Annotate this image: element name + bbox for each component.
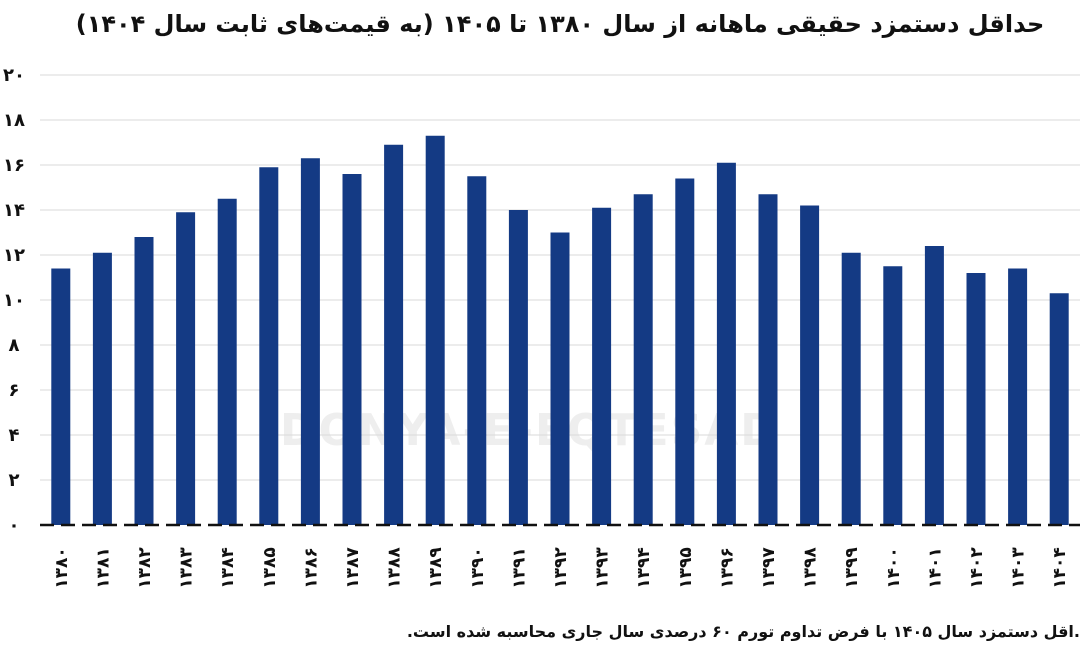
x-tick-label: ۱۳۸۸ [385, 547, 405, 589]
chart-footnote: .اقل دستمزد سال ۱۴۰۵ با فرض تداوم تورم ۶… [406, 622, 1080, 641]
y-tick-label: ۴ [9, 425, 20, 446]
bar [966, 273, 986, 525]
x-tick-label: ۱۳۸۰ [52, 547, 72, 589]
x-tick-label: ۱۳۸۲ [135, 547, 155, 589]
x-tick-label: ۱۳۹۲ [551, 547, 571, 589]
x-tick-label: ۱۳۸۹ [426, 547, 446, 589]
bar [51, 268, 71, 525]
bar [467, 176, 487, 525]
bar [841, 252, 861, 525]
bar [425, 135, 445, 525]
chart-title: حداقل دستمزد حقیقی ماهانه از سال ۱۳۸۰ تا… [75, 10, 1045, 38]
x-tick-label: ۱۴۰۱ [925, 547, 945, 589]
x-tick-label: ۱۳۸۶ [301, 547, 321, 589]
y-tick-label: ۸ [9, 335, 20, 356]
y-tick-label: ۲ [9, 470, 20, 491]
bar [592, 207, 612, 525]
bar [384, 144, 404, 525]
bar [800, 205, 820, 525]
y-tick-label: ۱۰ [3, 290, 25, 311]
bar [508, 210, 528, 525]
x-tick-label: ۱۳۹۵ [676, 547, 696, 589]
bar [217, 198, 237, 525]
bar [92, 252, 112, 525]
bar [342, 174, 362, 525]
bar [176, 212, 196, 525]
x-tick-label: ۱۳۹۰ [468, 547, 488, 589]
x-tick-label: ۱۳۹۷ [759, 547, 779, 589]
x-tick-label: ۱۳۹۹ [842, 547, 862, 589]
bar [134, 237, 154, 525]
x-tick-label: ۱۴۰۴ [1050, 547, 1070, 589]
bar [883, 266, 903, 525]
x-tick-label: ۱۳۸۷ [343, 547, 363, 589]
x-tick-label: ۱۳۹۴ [634, 547, 654, 589]
bar [675, 178, 695, 525]
y-tick-label: ۶ [9, 380, 20, 401]
y-tick-label: ۰ [9, 515, 20, 536]
bar [1008, 268, 1028, 525]
x-tick-label: ۱۴۰۳ [1009, 547, 1029, 589]
bar [300, 158, 320, 525]
x-tick-label: ۱۳۸۴ [218, 547, 238, 589]
bar [716, 162, 736, 525]
x-tick-label: ۱۳۸۱ [93, 547, 113, 589]
y-tick-label: ۱۸ [3, 110, 25, 131]
bar [259, 167, 279, 525]
bar [924, 246, 944, 525]
y-tick-label: ۲۰ [3, 65, 25, 86]
y-tick-label: ۱۶ [3, 155, 25, 176]
bar [1049, 293, 1069, 525]
x-tick-label: ۱۳۸۵ [260, 547, 280, 589]
x-tick-label: ۱۴۰۲ [967, 547, 987, 589]
x-tick-label: ۱۳۹۳ [593, 547, 613, 589]
bar [633, 194, 653, 525]
x-tick-label: ۱۳۹۸ [801, 547, 821, 589]
x-tick-label: ۱۴۰۰ [884, 547, 904, 589]
x-tick-label: ۱۳۹۶ [717, 547, 737, 589]
y-tick-label: ۱۴ [3, 200, 25, 221]
bar [758, 194, 778, 525]
x-tick-label: ۱۳۹۱ [509, 547, 529, 589]
y-tick-label: ۱۲ [3, 245, 25, 266]
bar [550, 232, 570, 525]
x-tick-label: ۱۳۸۳ [177, 547, 197, 589]
